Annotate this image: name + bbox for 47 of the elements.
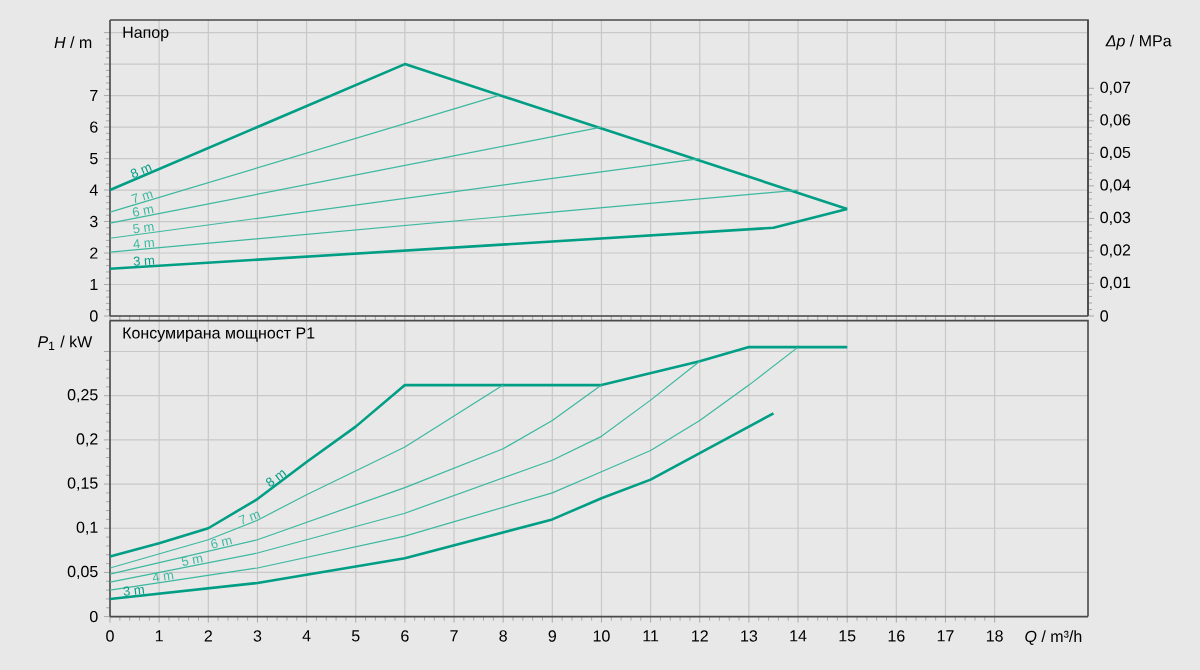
y-tick-label: 5 — [90, 152, 98, 165]
y-tick-label: 1 — [90, 279, 98, 291]
y-tick-label: 0,15 — [67, 477, 98, 491]
x-tick-label: 0 — [106, 630, 114, 642]
y2-tick-label: 0,03 — [1100, 211, 1131, 226]
y2-axis-title: Δp / MPa — [1105, 34, 1172, 50]
x-axis-title: Q / m³/h — [1025, 630, 1082, 645]
y-axis-title: H / m — [54, 36, 92, 49]
y-tick-label: 0,25 — [67, 389, 98, 403]
y-tick-label: 3 — [89, 215, 98, 228]
y-tick-label: 6 — [90, 121, 98, 133]
y-tick-label: 2 — [90, 247, 98, 259]
y-axis-title: P$_{1}$ / kW — [37, 335, 93, 350]
chart-title: Консумирана мощност P1 — [123, 327, 315, 342]
y-tick-label: 4 — [89, 184, 98, 196]
x-tick-label: 2 — [204, 630, 212, 642]
y2-tick-label: 0,01 — [1100, 276, 1131, 291]
x-tick-label: 3 — [253, 630, 262, 642]
y2-tick-label: 0,06 — [1100, 114, 1131, 128]
x-tick-label: 16 — [888, 630, 905, 642]
y-tick-label: 0 — [90, 310, 98, 322]
x-tick-label: 6 — [401, 630, 409, 642]
y2-tick-label: 0,07 — [1100, 81, 1131, 95]
y-tick-label: 0 — [90, 610, 98, 623]
x-tick-label: 15 — [839, 630, 856, 642]
y2-tick-label: 0 — [1100, 310, 1109, 322]
x-tick-label: 18 — [986, 630, 1003, 642]
x-tick-label: 17 — [937, 630, 954, 642]
y-tick-label: 0,2 — [76, 433, 98, 447]
y2-tick-label: 0,04 — [1100, 179, 1131, 193]
x-tick-label: 11 — [643, 630, 659, 642]
y-tick-label: 0,05 — [67, 565, 98, 580]
x-tick-label: 1 — [155, 630, 163, 642]
chart-title: Напор — [123, 26, 169, 42]
x-tick-label: 4 — [302, 630, 311, 642]
x-tick-label: 7 — [450, 630, 458, 642]
x-tick-label: 13 — [741, 630, 758, 642]
x-tick-label: 9 — [548, 630, 556, 642]
x-tick-label: 12 — [692, 630, 708, 642]
y2-tick-label: 0,02 — [1100, 244, 1131, 258]
y-tick-label: 0,1 — [76, 521, 98, 535]
y-tick-label: 7 — [90, 90, 98, 102]
x-tick-label: 8 — [499, 630, 507, 642]
x-tick-label: 10 — [593, 630, 610, 642]
x-tick-label: 5 — [351, 630, 360, 642]
x-tick-label: 14 — [790, 630, 807, 642]
y2-tick-label: 0,05 — [1100, 146, 1131, 160]
